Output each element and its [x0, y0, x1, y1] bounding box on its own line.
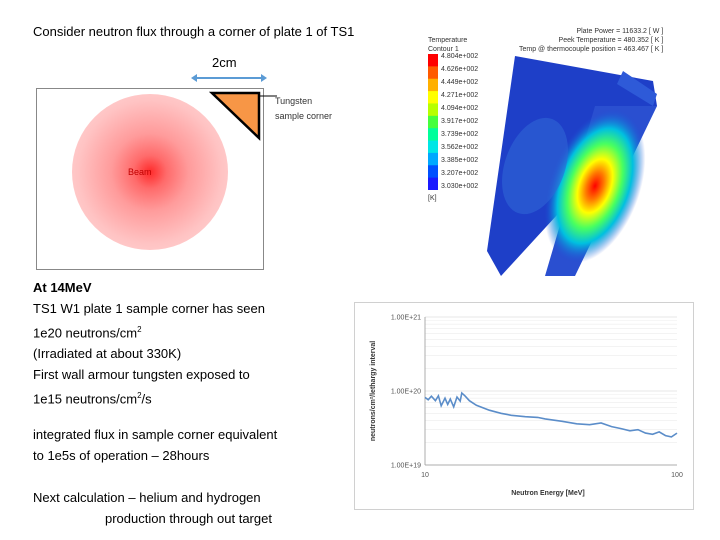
legend-value: 3.917e+002 — [441, 118, 479, 125]
legend-value: 4.271e+002 — [441, 92, 479, 99]
legend-swatch — [428, 165, 438, 179]
dimension-arrow — [191, 74, 267, 82]
legend-value: 4.094e+002 — [441, 105, 479, 112]
slide-title: Consider neutron flux through a corner o… — [33, 24, 355, 39]
y-tick-label: 1.00E+20 — [391, 389, 421, 396]
flux-line: 1e15 neutrons/cm2/s — [33, 391, 152, 407]
legend-value: 4.449e+002 — [441, 79, 479, 86]
sample-line: TS1 W1 plate 1 sample corner has seen — [33, 301, 265, 316]
corner-label: Tungsten sample corner — [275, 94, 332, 124]
legend-value: 3.207e+002 — [441, 170, 479, 177]
integrated-flux-line2: to 1e5s of operation – 28hours — [33, 448, 210, 463]
legend-subtitle: Contour 1 — [428, 46, 459, 53]
legend-value: 3.739e+002 — [441, 131, 479, 138]
thermocouple-temperature: Temp @ thermocouple position = 463.467 [… — [519, 46, 664, 53]
y-axis-label: neutrons/cm²/lethargy interval — [370, 341, 377, 441]
beam-label: Beam — [128, 167, 152, 177]
legend-swatch — [428, 103, 438, 117]
legend-swatch — [428, 152, 438, 166]
legend-value: 3.030e+002 — [441, 183, 479, 190]
beam-spot — [72, 94, 228, 250]
tungsten-corner-marker — [208, 91, 277, 141]
y-tick-label: 1.00E+21 — [391, 315, 421, 322]
x-tick-label: 10 — [421, 472, 429, 479]
armour-line: First wall armour tungsten exposed to — [33, 367, 250, 383]
x-axis-label: Neutron Energy [MeV] — [511, 490, 585, 497]
next-calculation-paragraph: Next calculation – helium and hydrogen p… — [33, 487, 272, 529]
fluence-line: 1e20 neutrons/cm2 — [33, 325, 142, 341]
peak-temperature: Peek Temperature = 480.352 [ K ] — [558, 37, 664, 44]
integrated-flux-line1: integrated flux in sample corner equival… — [33, 427, 278, 442]
y-tick-label: 1.00E+19 — [391, 463, 421, 470]
corner-label-line1: Tungsten — [275, 96, 313, 106]
results-paragraph: At 14MeV TS1 W1 plate 1 sample corner ha… — [33, 277, 265, 410]
thermal-contour-image — [487, 56, 657, 276]
legend-value: 4.626e+002 — [441, 66, 479, 73]
legend-swatch — [428, 140, 438, 154]
legend-color-bar — [428, 54, 438, 190]
plate-outline — [36, 88, 264, 270]
legend-swatch — [428, 78, 438, 92]
next-calc-line1: Next calculation – helium and hydrogen — [33, 490, 261, 505]
irradiation-line: (Irradiated at about 330K) — [33, 346, 182, 362]
flux-series-line — [424, 391, 678, 438]
x-tick-label: 100 — [671, 472, 683, 479]
integrated-flux-paragraph: integrated flux in sample corner equival… — [33, 424, 277, 466]
flux-spectrum-chart: 1.00E+19 1.00E+20 1.00E+21 10 100 Neutron En… — [354, 302, 694, 510]
legend-swatch — [428, 115, 438, 129]
energy-line: At 14MeV — [33, 280, 92, 295]
legend-header: Temperature Contour 1 — [428, 36, 467, 54]
legend-title: Temperature — [428, 37, 468, 44]
corner-label-line2: sample corner — [275, 111, 333, 121]
legend-swatch — [428, 91, 438, 104]
dimension-label: 2cm — [212, 55, 237, 70]
legend-swatch — [428, 128, 438, 142]
plate-info: Plate Power = 11633.2 [ W ] Peek Tempera… — [519, 27, 663, 54]
legend-value: 4.804e+002 — [441, 53, 479, 60]
legend-swatch — [428, 66, 438, 80]
legend-value: 3.562e+002 — [441, 144, 479, 151]
legend-unit: [K] — [428, 195, 437, 202]
plate-power: Plate Power = 11633.2 [ W ] — [576, 28, 664, 35]
legend-value: 3.385e+002 — [441, 157, 479, 164]
legend-swatch — [428, 54, 438, 67]
legend-swatch — [428, 177, 438, 190]
next-calc-line2: production through out target — [105, 511, 272, 526]
